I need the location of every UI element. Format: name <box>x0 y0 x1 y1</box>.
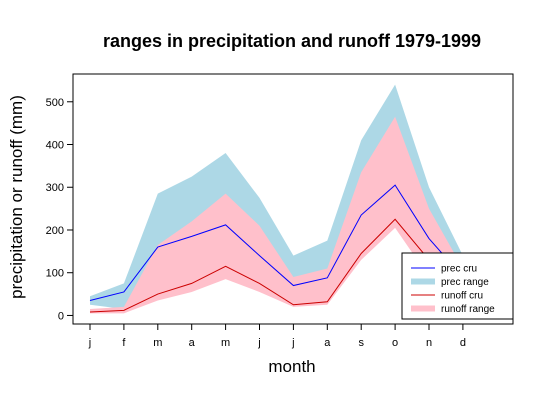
x-tick-label: j <box>291 337 294 349</box>
y-tick-label: 0 <box>58 310 64 322</box>
chart-title: ranges in precipitation and runoff 1979-… <box>103 31 481 51</box>
y-tick-label: 300 <box>46 182 64 194</box>
x-tick-label: s <box>358 337 364 349</box>
x-tick-label: o <box>392 337 398 349</box>
x-tick-label: a <box>324 337 331 349</box>
x-tick-label: a <box>189 337 196 349</box>
y-tick-label: 200 <box>46 225 64 237</box>
y-tick-label: 400 <box>46 140 64 152</box>
legend-label-runoff-cru: runoff cru <box>441 291 483 302</box>
runoff-range-band <box>90 116 463 314</box>
x-tick-label: m <box>153 337 162 349</box>
x-tick-label: f <box>122 337 126 349</box>
legend-label-prec-range: prec range <box>441 277 489 288</box>
legend-label-prec-cru: prec cru <box>441 264 477 275</box>
x-tick-label: n <box>426 337 432 349</box>
prec-cru-line <box>89 184 464 301</box>
legend-label-runoff-range: runoff range <box>441 304 495 315</box>
legend: prec cru prec range runoff cru runoff range <box>401 252 514 320</box>
x-axis-label: month <box>268 357 315 376</box>
x-tick-label: j <box>257 337 260 349</box>
y-tick-label: 100 <box>46 268 64 280</box>
x-tick-label: d <box>460 337 466 349</box>
y-tick-label: 500 <box>46 97 64 109</box>
runoff-cru-line <box>89 218 464 313</box>
x-tick-label: m <box>221 337 230 349</box>
x-tick-label: j <box>88 337 91 349</box>
y-axis: 0 100 200 300 400 500 <box>46 97 73 322</box>
y-axis-label: precipitation or runoff (mm) <box>7 95 26 299</box>
plot-content <box>89 84 464 314</box>
